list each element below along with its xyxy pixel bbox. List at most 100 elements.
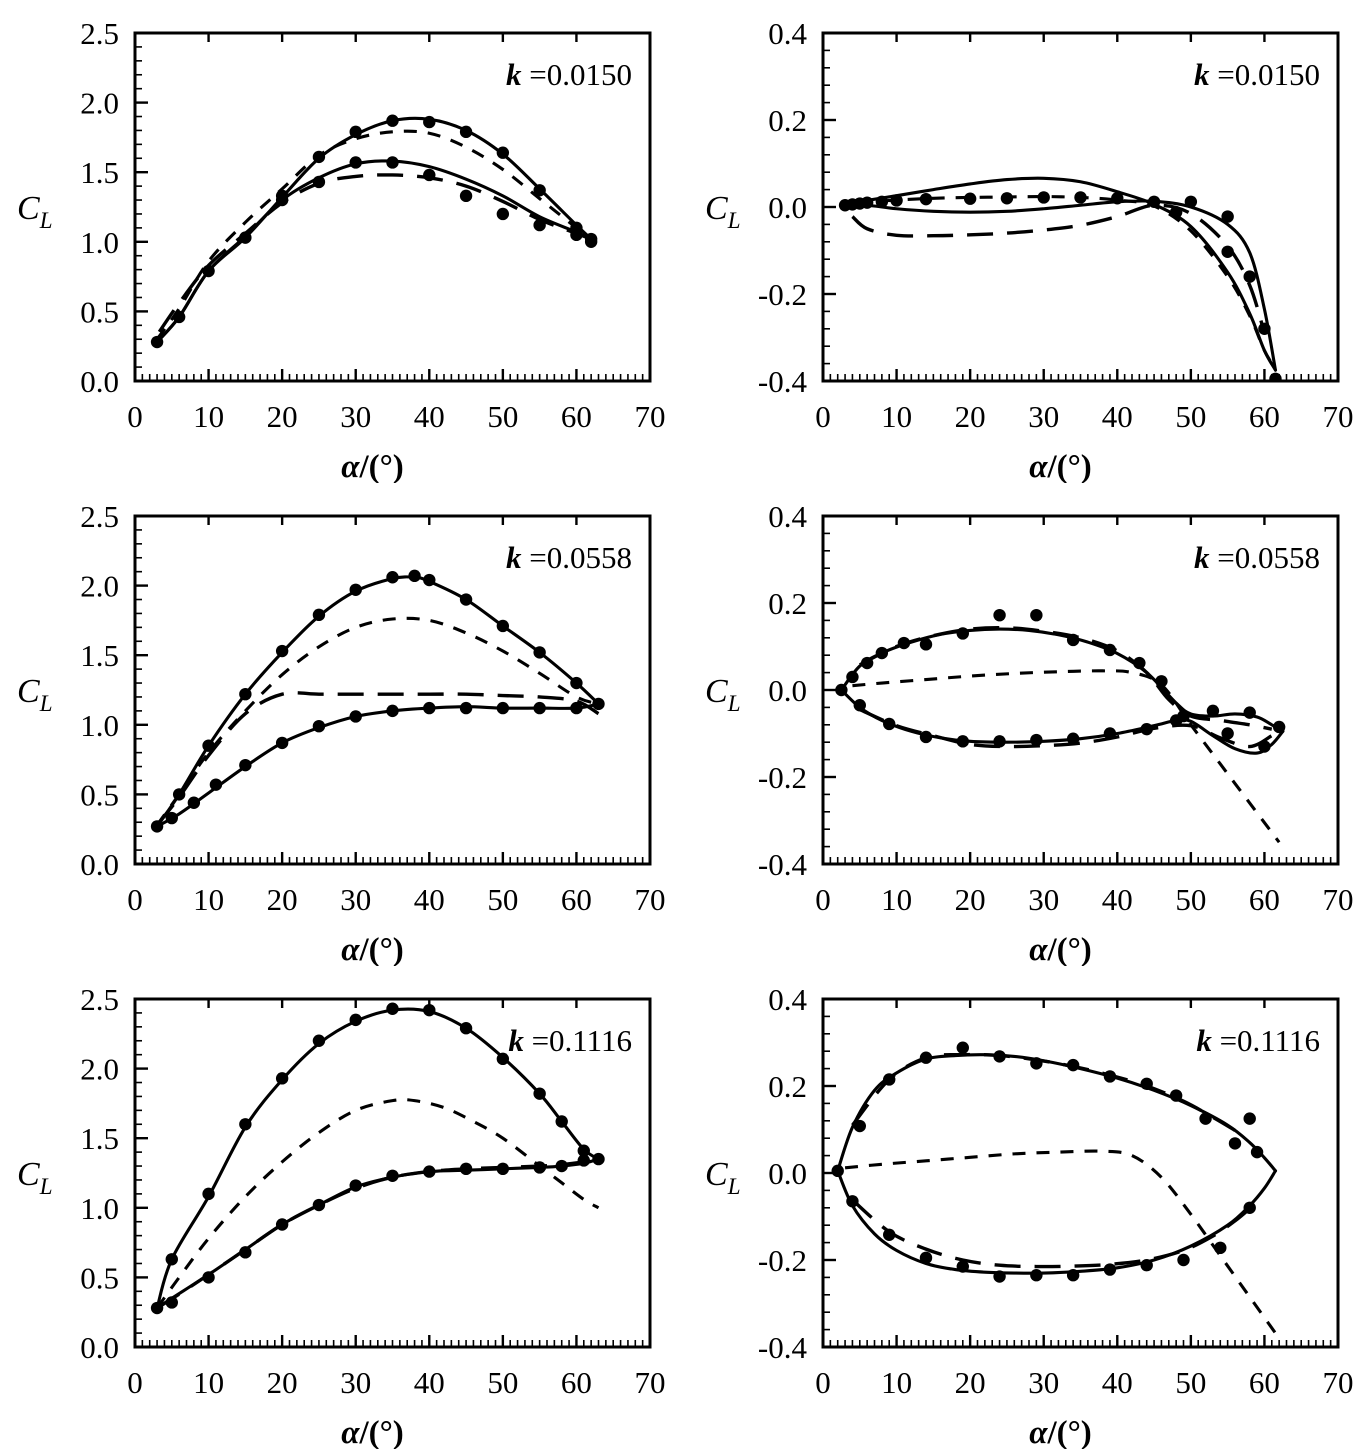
x-tick-label: 40	[1102, 882, 1133, 917]
y-tick-label: -0.4	[758, 847, 808, 882]
data-point	[860, 656, 874, 670]
series-curve-model-longdash-lower	[156, 1157, 599, 1310]
data-point	[1030, 1269, 1043, 1282]
chart-panel-5: 0 10 20 30 40 50 60 70 0.0 0.5 1.0 1.5 2.0 2.5 CL α/(°)…	[0, 966, 684, 1449]
x-axis-label: α/(°)	[1029, 932, 1092, 966]
data-point	[1221, 210, 1234, 223]
x-tick-label: 60	[1249, 399, 1280, 434]
data-point	[577, 1144, 590, 1157]
data-point	[1140, 722, 1153, 736]
data-point	[1066, 732, 1080, 745]
data-point	[1000, 192, 1014, 205]
data-point	[853, 1119, 866, 1133]
data-point	[1269, 372, 1282, 380]
y-tick-label: 1.0	[80, 708, 119, 743]
x-axis-label: α/(°)	[1029, 1415, 1092, 1449]
data-point	[875, 195, 889, 208]
data-point	[496, 146, 510, 159]
data-point	[386, 1002, 399, 1015]
data-point	[202, 264, 215, 278]
data-point	[592, 697, 605, 711]
data-point	[1243, 1112, 1256, 1125]
y-tick-label: -0.2	[758, 760, 807, 795]
data-point	[239, 231, 252, 244]
y-axis-label: CL	[17, 673, 52, 716]
series-curve-upstroke-experiment-solid	[155, 116, 593, 344]
x-tick-label: 70	[635, 1365, 666, 1400]
series-curve-upstroke-model-dashed	[155, 129, 593, 341]
series-curve-model-dashed-upper	[859, 195, 1277, 370]
series-curve-lower-branch-solid	[843, 199, 1278, 372]
x-tick-label: 10	[193, 399, 224, 434]
data-point	[275, 644, 289, 658]
x-axis-label: α/(°)	[341, 932, 404, 966]
data-point	[312, 1198, 326, 1212]
data-point	[496, 701, 510, 715]
data-point	[275, 736, 289, 750]
data-point	[1206, 704, 1220, 718]
data-point	[993, 1050, 1006, 1063]
data-point	[1066, 633, 1080, 647]
data-point	[275, 1072, 289, 1085]
y-tick-label: 0.4	[768, 982, 807, 1017]
data-point	[312, 175, 326, 189]
y-tick-label: 1.5	[80, 1121, 119, 1156]
data-point	[860, 196, 874, 209]
data-point	[1199, 1112, 1212, 1125]
data-point	[1155, 675, 1168, 688]
data-point	[883, 717, 896, 731]
data-point	[423, 573, 436, 587]
data-point	[172, 788, 186, 801]
data-point	[1214, 1241, 1227, 1255]
x-tick-label: 60	[1249, 1365, 1280, 1400]
x-tick-label: 0	[127, 1365, 143, 1400]
data-point	[577, 1154, 590, 1167]
data-point	[1184, 195, 1198, 208]
data-point	[349, 156, 362, 169]
data-point	[165, 811, 178, 825]
k-annotation: k =0.0558	[1194, 540, 1320, 575]
y-axis-label: CL	[705, 1156, 740, 1199]
y-tick-label: 0.0	[80, 847, 119, 882]
x-tick-label: 20	[267, 1365, 298, 1400]
x-tick-label: 50	[487, 1365, 518, 1400]
x-tick-label: 0	[127, 882, 143, 917]
y-tick-label: -0.4	[758, 364, 808, 399]
x-tick-label: 0	[815, 1365, 831, 1400]
k-annotation: k =0.1116	[1196, 1023, 1320, 1058]
data-point	[1074, 191, 1087, 204]
data-point	[570, 701, 583, 715]
series-curve-model-longdash-lower	[859, 708, 1273, 749]
x-tick-label: 50	[1175, 882, 1206, 917]
data-point	[386, 156, 399, 169]
data-point	[386, 571, 399, 584]
y-tick-label: 2.0	[80, 1052, 119, 1087]
x-tick-label: 50	[1175, 1365, 1206, 1400]
y-tick-label: 1.5	[80, 638, 119, 673]
x-tick-label: 60	[1249, 882, 1280, 917]
x-tick-label: 20	[955, 399, 986, 434]
data-point	[239, 1246, 252, 1259]
data-point	[150, 820, 164, 833]
x-tick-label: 0	[127, 399, 143, 434]
data-point	[533, 184, 546, 197]
data-point	[533, 1161, 546, 1174]
data-point	[592, 1152, 605, 1166]
data-point	[883, 1228, 896, 1241]
data-point	[956, 735, 969, 748]
data-point	[956, 627, 969, 640]
x-tick-label: 40	[414, 882, 445, 917]
data-point	[1221, 245, 1234, 258]
data-point	[239, 687, 252, 701]
x-tick-label: 40	[414, 1365, 445, 1400]
data-point	[533, 701, 546, 715]
data-point	[853, 699, 866, 712]
x-tick-label: 20	[955, 1365, 986, 1400]
k-annotation: k =0.1116	[508, 1023, 632, 1058]
data-point	[919, 1251, 933, 1265]
x-axis-label: α/(°)	[341, 449, 404, 483]
series-curve-model-dashed-middle	[155, 1098, 600, 1309]
data-point	[1103, 727, 1117, 740]
data-point	[1111, 192, 1124, 205]
